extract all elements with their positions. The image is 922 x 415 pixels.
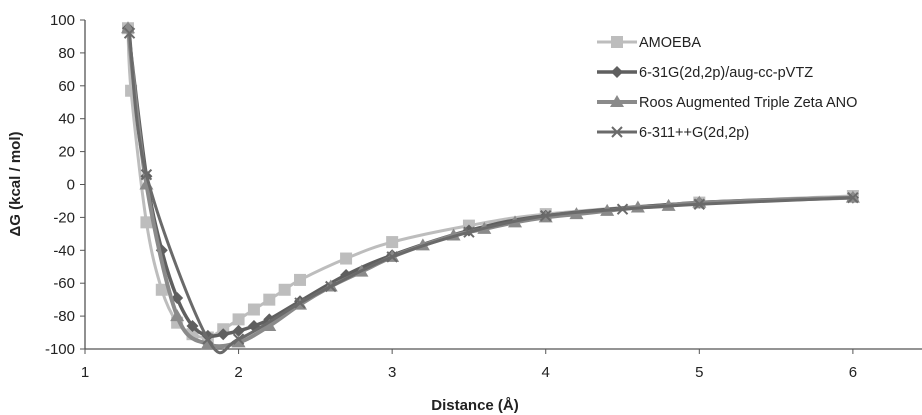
data-point bbox=[123, 27, 136, 39]
y-tick-label: -100 bbox=[45, 341, 75, 358]
data-point bbox=[186, 319, 199, 332]
y-axis-label: ΔG (kcal / mol) bbox=[7, 132, 24, 237]
data-point bbox=[463, 226, 475, 238]
y-tick-label: -20 bbox=[53, 209, 75, 226]
legend-item: 6-31G(2d,2p)/aug-cc-pVTZ bbox=[597, 65, 813, 81]
legend-marker bbox=[611, 66, 623, 78]
data-point bbox=[247, 319, 260, 332]
data-point bbox=[325, 280, 337, 293]
y-tick-label: 40 bbox=[58, 111, 75, 128]
legend-marker bbox=[611, 36, 623, 48]
data-point bbox=[386, 251, 398, 263]
legend-item: 6-311++G(2d,2p) bbox=[597, 125, 749, 141]
x-axis-label: Distance (Å) bbox=[431, 397, 519, 414]
data-point bbox=[140, 168, 153, 181]
data-point bbox=[616, 203, 629, 215]
data-point bbox=[294, 297, 306, 309]
data-point bbox=[263, 293, 276, 306]
data-point bbox=[140, 216, 153, 229]
tick-labels: 100 80 60 40 20 0 -20 -40 -60 -80 -100 1 2 3 4 5 6 bbox=[45, 12, 857, 381]
x-tick-label: 4 bbox=[542, 364, 550, 381]
data-point bbox=[386, 236, 399, 249]
y-tick-label: -80 bbox=[53, 308, 75, 325]
y-tick-label: 20 bbox=[58, 144, 75, 161]
plot-area bbox=[121, 21, 860, 355]
data-point bbox=[231, 335, 246, 348]
legend-marker bbox=[610, 95, 624, 107]
y-tick-label: 60 bbox=[58, 78, 75, 95]
legend-label: 6-311++G(2d,2p) bbox=[639, 125, 749, 141]
data-point bbox=[232, 324, 245, 337]
data-point bbox=[278, 283, 291, 296]
legend: AMOEBA 6-31G(2d,2p)/aug-cc-pVTZ Roos Augme… bbox=[597, 35, 857, 141]
x-tick-label: 2 bbox=[234, 364, 242, 381]
y-tick-label: 80 bbox=[58, 45, 75, 62]
legend-label: 6-31G(2d,2p)/aug-cc-pVTZ bbox=[639, 65, 813, 81]
x-tick-label: 5 bbox=[695, 364, 703, 381]
legend-label: Roos Augmented Triple Zeta ANO bbox=[639, 95, 857, 111]
data-point bbox=[232, 313, 245, 326]
data-point bbox=[262, 318, 277, 331]
data-point bbox=[217, 328, 230, 341]
data-point bbox=[247, 303, 260, 316]
data-point bbox=[171, 292, 184, 305]
x-tick-label: 6 bbox=[849, 364, 857, 381]
data-point bbox=[340, 252, 353, 265]
x-tick-label: 1 bbox=[81, 364, 89, 381]
legend-item: Roos Augmented Triple Zeta ANO bbox=[597, 95, 857, 111]
y-tick-label: -40 bbox=[53, 242, 75, 259]
data-point bbox=[155, 283, 168, 296]
data-point bbox=[202, 333, 214, 345]
data-point bbox=[232, 333, 245, 345]
y-tick-label: 100 bbox=[50, 12, 75, 29]
series-3 bbox=[123, 27, 859, 355]
data-point bbox=[540, 210, 552, 222]
data-point bbox=[693, 198, 706, 210]
y-tick-label: -60 bbox=[53, 275, 75, 292]
legend-item: AMOEBA bbox=[597, 35, 701, 51]
y-tick-label: 0 bbox=[67, 177, 75, 194]
x-tick-label: 3 bbox=[388, 364, 396, 381]
legend-marker bbox=[611, 126, 623, 138]
data-point bbox=[294, 273, 307, 286]
series-line bbox=[128, 32, 853, 355]
legend-label: AMOEBA bbox=[639, 35, 701, 51]
data-point bbox=[847, 191, 859, 204]
data-point bbox=[170, 309, 185, 322]
